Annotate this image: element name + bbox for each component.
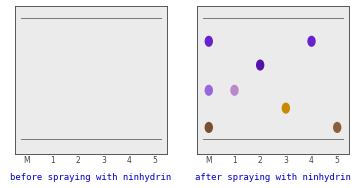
Ellipse shape [205, 85, 213, 96]
Ellipse shape [282, 102, 290, 114]
Ellipse shape [307, 36, 316, 47]
Ellipse shape [256, 59, 264, 71]
Ellipse shape [205, 36, 213, 47]
Text: before spraying with ninhydrin: before spraying with ninhydrin [11, 173, 171, 182]
Ellipse shape [333, 122, 341, 133]
Text: after spraying with ninhydrin: after spraying with ninhydrin [195, 173, 351, 182]
Ellipse shape [230, 85, 239, 96]
Ellipse shape [205, 122, 213, 133]
